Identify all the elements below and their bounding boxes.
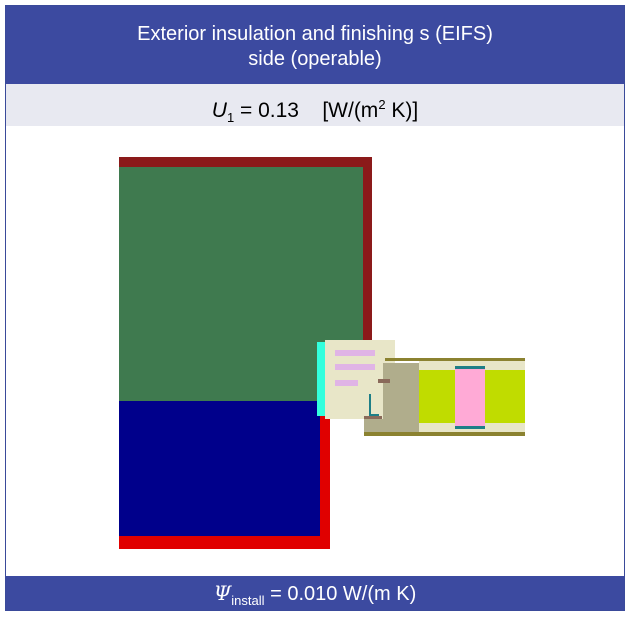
glass-edge-top bbox=[419, 361, 525, 370]
u-value: = 0.13 bbox=[234, 99, 299, 122]
u-unit-open: [W/(m bbox=[322, 99, 379, 122]
pane-bottom bbox=[364, 432, 525, 436]
u-value-band: U1 = 0.13 [W/(m2 K)] bbox=[6, 84, 624, 126]
title-line-2: side (operable) bbox=[248, 48, 382, 70]
frame-detail-2 bbox=[335, 364, 375, 370]
brick-layer-right bbox=[363, 157, 372, 342]
hardware-tab bbox=[369, 414, 379, 416]
psi-subscript: install bbox=[231, 593, 265, 608]
sash-clip-top bbox=[378, 379, 390, 383]
frame-base bbox=[364, 419, 419, 432]
psi-symbol: Ψ bbox=[213, 581, 232, 605]
wall-navy bbox=[119, 401, 320, 536]
title-line-1: Exterior insulation and finishing s (EIF… bbox=[137, 23, 493, 45]
u-unit-close: K)] bbox=[385, 99, 419, 122]
spacer-gasket-bottom bbox=[455, 426, 485, 429]
spacer-gasket-top bbox=[455, 366, 485, 369]
sash-clip-bottom bbox=[364, 416, 382, 420]
u-unit-sup: 2 bbox=[378, 97, 386, 112]
pane-top bbox=[385, 358, 525, 361]
render-layer-right bbox=[320, 416, 330, 549]
hardware-bar bbox=[369, 394, 371, 416]
frame-detail-3 bbox=[335, 380, 358, 386]
u-subscript: 1 bbox=[226, 110, 235, 126]
brick-layer-top bbox=[119, 157, 372, 167]
u-symbol: U bbox=[211, 99, 227, 122]
frame-detail-1 bbox=[335, 350, 375, 356]
detail-card: Exterior insulation and finishing s (EIF… bbox=[5, 5, 625, 611]
section-drawing bbox=[119, 157, 525, 549]
seal-strip bbox=[317, 342, 325, 416]
psi-value: = 0.010 W/(m K) bbox=[264, 583, 417, 605]
spacer bbox=[455, 368, 485, 427]
psi-footer: Ψinstall = 0.010 W/(m K) bbox=[6, 576, 624, 610]
render-layer-bottom bbox=[119, 536, 330, 549]
page-title: Exterior insulation and finishing s (EIF… bbox=[6, 6, 624, 84]
